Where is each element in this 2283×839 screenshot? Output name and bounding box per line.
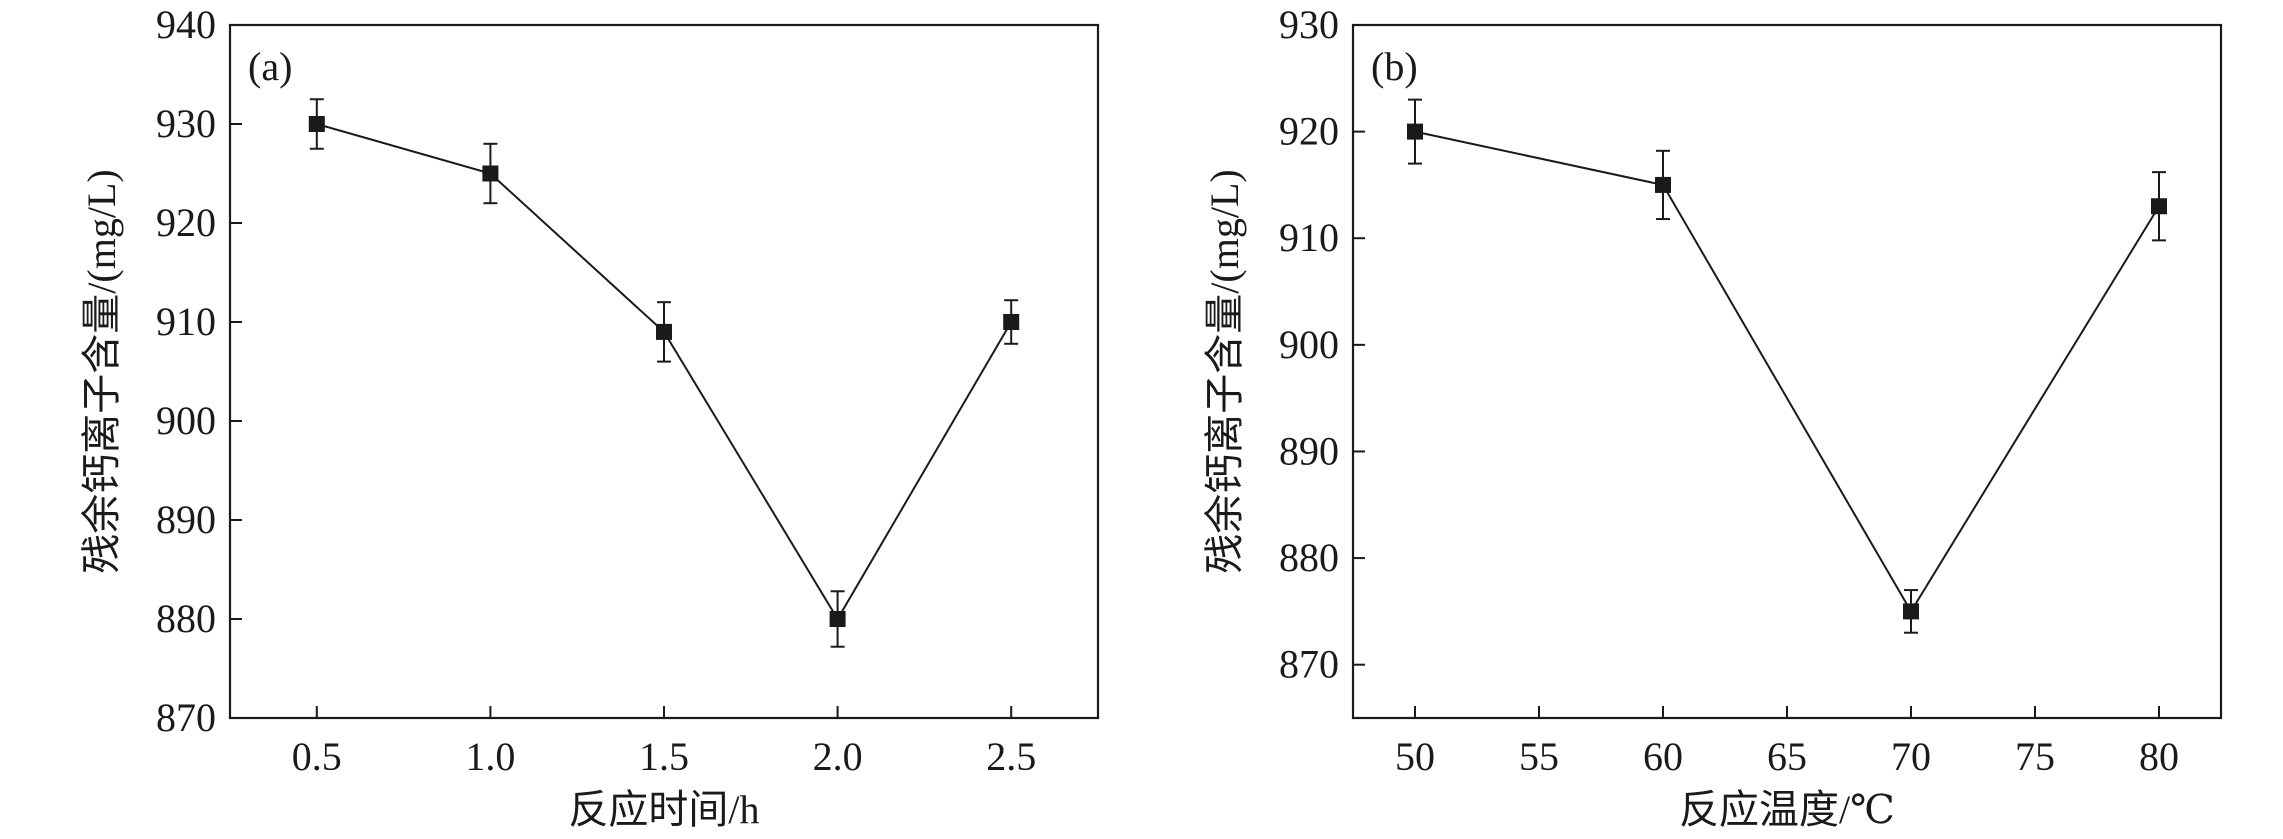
data-point (1407, 123, 1423, 140)
x-tick-label: 0.5 (292, 734, 342, 779)
panel-label: (b) (1371, 44, 1418, 89)
chart-panel-b: 50 55 60 65 70 75 80 870 880 890 900 910 920 930 反应温度/… (1202, 2, 2223, 832)
x-axis-label: 反应时间/h (568, 787, 759, 832)
y-axis-label: 残余钙离子含量/(mg/L) (79, 169, 124, 573)
y-tick-label: 870 (1279, 642, 1339, 687)
y-tick-label: 900 (1279, 322, 1339, 367)
y-tick-label: 910 (1279, 215, 1339, 260)
y-tick-label: 890 (1279, 428, 1339, 473)
y-tick-label: 930 (1279, 2, 1339, 47)
data-point (1655, 176, 1671, 193)
x-tick-label: 1.0 (465, 734, 515, 779)
y-axis-label: 残余钙离子含量/(mg/L) (1202, 169, 1247, 573)
y-tick-label: 880 (1279, 535, 1339, 580)
y-tick-label: 890 (156, 497, 216, 542)
data-point (308, 116, 325, 132)
data-point (829, 611, 846, 627)
y-tick-label: 900 (156, 398, 216, 443)
x-tick-label: 80 (2139, 734, 2179, 779)
data-point (1003, 314, 1020, 330)
y-tick-label: 920 (156, 200, 216, 245)
x-tick-label: 65 (1767, 734, 1807, 779)
data-point (482, 165, 499, 182)
x-tick-label: 50 (1395, 734, 1435, 779)
data-point (1903, 603, 1919, 620)
y-tick-label: 870 (156, 695, 216, 740)
x-tick-label: 60 (1643, 734, 1683, 779)
chart-panel-a: 0.5 1.0 1.5 2.0 2.5 870 880 890 900 910 920 930 940 反… (79, 2, 1100, 832)
y-tick-label: 940 (156, 2, 216, 47)
series-line (316, 123, 1013, 621)
y-tick-label: 910 (156, 299, 216, 344)
plot-frame (1351, 23, 2223, 720)
y-tick-label: 930 (156, 101, 216, 146)
x-tick-label: 75 (2015, 734, 2055, 779)
data-point (656, 323, 672, 340)
panel-label: (a) (248, 44, 292, 89)
plot-frame (228, 23, 1100, 720)
series-line (1414, 130, 2160, 614)
x-tick-label: 70 (1891, 734, 1931, 779)
y-tick-label: 920 (1279, 109, 1339, 154)
x-tick-label: 1.5 (639, 734, 689, 779)
x-axis-label: 反应温度/℃ (1679, 787, 1895, 832)
data-point (2151, 198, 2167, 215)
x-tick-label: 2.0 (813, 734, 863, 779)
y-tick-label: 880 (156, 596, 216, 641)
x-tick-label: 55 (1519, 734, 1559, 779)
x-tick-label: 2.5 (986, 734, 1036, 779)
